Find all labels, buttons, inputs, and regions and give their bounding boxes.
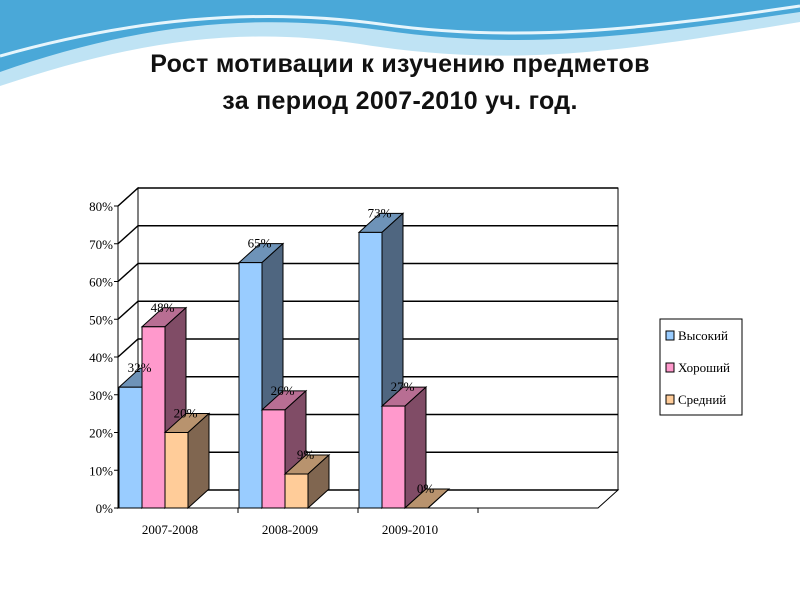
legend-swatch — [665, 394, 675, 405]
y-tick-label: 50% — [89, 312, 113, 327]
bar-front — [284, 473, 309, 509]
wave-highlight — [0, 4, 800, 58]
data-label: 65% — [248, 236, 272, 251]
y-tick-label: 70% — [89, 237, 113, 252]
bar-2008-2009-Хороший — [260, 389, 308, 510]
bar-2009-2010-Хороший — [380, 385, 428, 510]
gridline — [117, 300, 618, 320]
bar-front — [358, 231, 383, 509]
data-label: 73% — [368, 205, 392, 220]
y-tick-label: 80% — [89, 199, 113, 214]
gridline — [117, 338, 618, 358]
bar-2007-2008-Средний — [163, 412, 211, 510]
data-label: 32% — [128, 360, 152, 375]
y-tick-label: 30% — [89, 388, 113, 403]
bar-front — [381, 405, 406, 509]
slide-title-line-1: Рост мотивации к изучению предметов — [150, 50, 650, 78]
bar-front — [164, 432, 189, 509]
slide-title-line-2: за период 2007-2010 уч. год. — [222, 87, 578, 115]
y-tick-label: 20% — [89, 426, 113, 441]
gridline — [117, 262, 618, 283]
gridline — [117, 225, 618, 245]
data-label: 48% — [151, 300, 175, 315]
data-label: 0% — [417, 481, 435, 496]
data-label: 9% — [297, 447, 315, 462]
legend-label: Средний — [678, 392, 726, 407]
gridline — [117, 187, 618, 207]
bar-side — [427, 488, 450, 509]
bar-front — [118, 386, 143, 509]
y-tick-label: 10% — [89, 463, 113, 478]
legend-label: Хороший — [678, 360, 730, 375]
bar-front — [141, 326, 166, 509]
header-wave-decoration — [0, 0, 800, 86]
data-label: 27% — [391, 379, 415, 394]
legend-swatch — [665, 362, 675, 373]
data-label: 26% — [271, 383, 295, 398]
legend-swatch — [665, 330, 675, 341]
x-tick-label: 2009-2010 — [382, 522, 438, 537]
bar-front — [261, 409, 286, 509]
bar-front — [238, 262, 263, 509]
data-label: 20% — [174, 406, 198, 421]
y-tick-label: 0% — [96, 501, 114, 516]
x-tick-label: 2008-2009 — [262, 522, 318, 537]
bar-2009-2010-Средний — [403, 488, 451, 509]
y-tick-label: 40% — [89, 350, 113, 365]
y-tick-label: 60% — [89, 275, 113, 290]
x-tick-label: 2007-2008 — [142, 522, 198, 537]
legend-label: Высокий — [678, 328, 728, 343]
bar-2008-2009-Средний — [283, 453, 331, 510]
